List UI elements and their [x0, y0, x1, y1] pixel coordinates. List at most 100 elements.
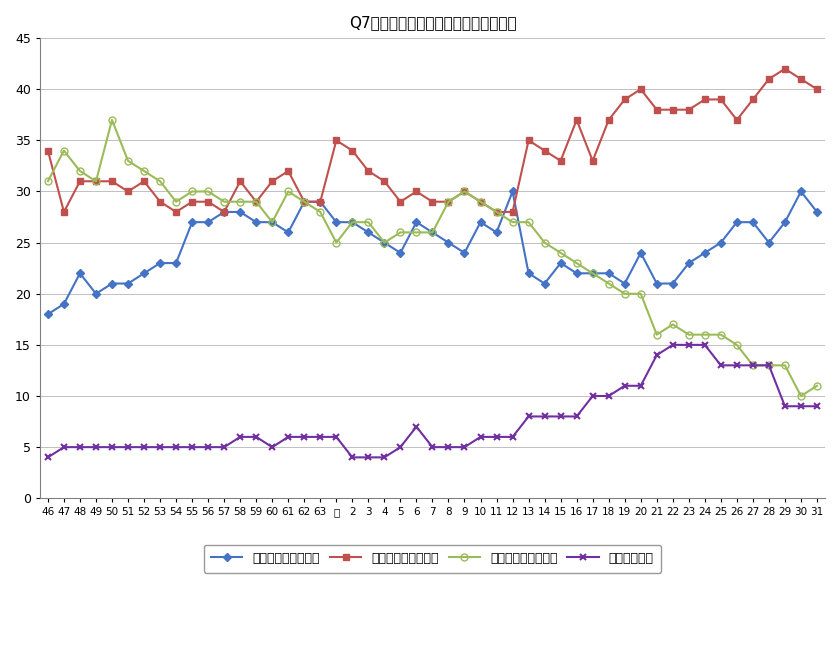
- 楽しい生活をしたい: [444, 198, 454, 205]
- 経済的に豊かになる: [283, 228, 293, 236]
- 楽しい生活をしたい: [700, 95, 710, 103]
- 楽しい生活をしたい: [507, 208, 517, 216]
- 社会に役立つ: [444, 443, 454, 451]
- 自分の能力をためす: [812, 382, 822, 390]
- 経済的に豊かになる: [267, 218, 277, 226]
- 楽しい生活をしたい: [315, 198, 325, 205]
- 楽しい生活をしたい: [588, 157, 598, 165]
- Line: 楽しい生活をしたい: 楽しい生活をしたい: [45, 66, 820, 215]
- 楽しい生活をしたい: [571, 116, 581, 124]
- 楽しい生活をしたい: [347, 146, 357, 154]
- 社会に役立つ: [396, 443, 406, 451]
- 自分の能力をためす: [748, 362, 758, 370]
- 楽しい生活をしたい: [684, 106, 694, 114]
- 社会に役立つ: [684, 341, 694, 349]
- 経済的に豊かになる: [315, 198, 325, 205]
- 楽しい生活をしたい: [796, 75, 806, 83]
- 自分の能力をためす: [796, 392, 806, 400]
- 経済的に豊かになる: [652, 280, 662, 288]
- 経済的に豊かになる: [588, 269, 598, 277]
- Line: 自分の能力をためす: 自分の能力をためす: [45, 116, 821, 400]
- 楽しい生活をしたい: [139, 177, 149, 185]
- 自分の能力をためす: [507, 218, 517, 226]
- 経済的に豊かになる: [539, 280, 549, 288]
- 自分の能力をためす: [59, 146, 69, 154]
- 楽しい生活をしたい: [491, 208, 501, 216]
- 自分の能力をためす: [380, 239, 390, 247]
- 経済的に豊かになる: [491, 228, 501, 236]
- 経済的に豊かになる: [364, 228, 374, 236]
- 楽しい生活をしたい: [380, 177, 390, 185]
- 経済的に豊かになる: [668, 280, 678, 288]
- 経済的に豊かになる: [203, 218, 213, 226]
- 楽しい生活をしたい: [187, 198, 197, 205]
- 社会に役立つ: [796, 402, 806, 410]
- 社会に役立つ: [428, 443, 438, 451]
- 自分の能力をためす: [475, 198, 486, 205]
- 経済的に豊かになる: [796, 188, 806, 196]
- 自分の能力をためす: [43, 177, 53, 185]
- 自分の能力をためす: [251, 198, 261, 205]
- 社会に役立つ: [812, 402, 822, 410]
- 社会に役立つ: [716, 362, 726, 370]
- 楽しい生活をしたい: [716, 95, 726, 103]
- 自分の能力をためす: [235, 198, 245, 205]
- 社会に役立つ: [491, 433, 501, 441]
- 自分の能力をためす: [716, 331, 726, 339]
- 楽しい生活をしたい: [732, 116, 742, 124]
- 社会に役立つ: [668, 341, 678, 349]
- 自分の能力をためす: [571, 259, 581, 267]
- 自分の能力をためす: [459, 188, 470, 196]
- 社会に役立つ: [43, 453, 53, 461]
- 社会に役立つ: [315, 433, 325, 441]
- 自分の能力をためす: [764, 362, 774, 370]
- 経済的に豊かになる: [412, 218, 422, 226]
- 楽しい生活をしたい: [331, 137, 341, 145]
- 楽しい生活をしたい: [412, 188, 422, 196]
- 楽しい生活をしたい: [43, 146, 53, 154]
- 社会に役立つ: [780, 402, 790, 410]
- 楽しい生活をしたい: [652, 106, 662, 114]
- 楽しい生活をしたい: [364, 167, 374, 175]
- 社会に役立つ: [299, 433, 309, 441]
- 経済的に豊かになる: [139, 269, 149, 277]
- 自分の能力をためす: [684, 331, 694, 339]
- Line: 経済的に豊かになる: 経済的に豊かになる: [45, 189, 820, 317]
- 経済的に豊かになる: [171, 259, 181, 267]
- 経済的に豊かになる: [428, 228, 438, 236]
- 自分の能力をためす: [412, 228, 422, 236]
- 経済的に豊かになる: [684, 259, 694, 267]
- 楽しい生活をしたい: [219, 208, 229, 216]
- 自分の能力をためす: [299, 198, 309, 205]
- 楽しい生活をしたい: [620, 95, 630, 103]
- 自分の能力をためす: [732, 341, 742, 349]
- 自分の能力をためす: [203, 188, 213, 196]
- 社会に役立つ: [155, 443, 165, 451]
- 経済的に豊かになる: [444, 239, 454, 247]
- 楽しい生活をしたい: [748, 95, 758, 103]
- 楽しい生活をしたい: [91, 177, 101, 185]
- 経済的に豊かになる: [780, 218, 790, 226]
- 経済的に豊かになる: [75, 269, 85, 277]
- 自分の能力をためす: [444, 198, 454, 205]
- 経済的に豊かになる: [43, 310, 53, 318]
- 社会に役立つ: [380, 453, 390, 461]
- 社会に役立つ: [748, 362, 758, 370]
- 経済的に豊かになる: [604, 269, 614, 277]
- 経済的に豊かになる: [187, 218, 197, 226]
- 社会に役立つ: [331, 433, 341, 441]
- 自分の能力をためす: [555, 249, 565, 257]
- 自分の能力をためす: [588, 269, 598, 277]
- 楽しい生活をしたい: [523, 137, 533, 145]
- 楽しい生活をしたい: [539, 146, 549, 154]
- 自分の能力をためす: [668, 320, 678, 328]
- 経済的に豊かになる: [716, 239, 726, 247]
- 楽しい生活をしたい: [59, 208, 69, 216]
- 楽しい生活をしたい: [251, 198, 261, 205]
- 社会に役立つ: [620, 382, 630, 390]
- 社会に役立つ: [283, 433, 293, 441]
- 社会に役立つ: [604, 392, 614, 400]
- 社会に役立つ: [171, 443, 181, 451]
- 自分の能力をためす: [539, 239, 549, 247]
- 自分の能力をためす: [364, 218, 374, 226]
